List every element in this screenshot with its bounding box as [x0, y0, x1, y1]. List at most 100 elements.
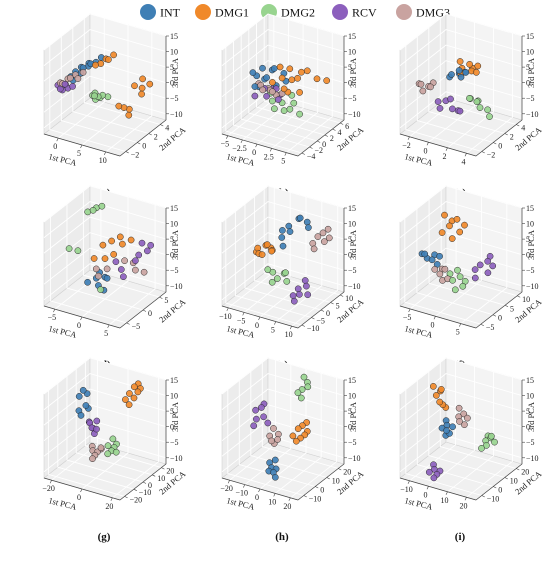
data-point — [147, 241, 155, 249]
x-tick-label: 20 — [283, 502, 291, 511]
panel-label: (g) — [98, 531, 111, 543]
y-tick-label: −4 — [307, 152, 316, 161]
data-point — [120, 273, 127, 281]
z-tick-label: −5 — [170, 266, 179, 275]
data-point — [274, 96, 282, 103]
data-point — [286, 65, 294, 73]
data-point — [101, 255, 109, 262]
x-tick-label: 20 — [105, 502, 113, 511]
gridline — [225, 219, 302, 326]
y-tick-label: −5 — [316, 317, 325, 326]
z-tick-label: −10 — [348, 282, 361, 291]
grid — [399, 13, 523, 154]
gridline — [221, 60, 345, 98]
y-tick-label: 20 — [343, 468, 351, 477]
legend-marker — [195, 4, 211, 20]
y-tick — [516, 124, 520, 127]
data-point — [462, 69, 470, 76]
y-axis-line — [475, 291, 523, 329]
gridline — [435, 196, 482, 317]
gridline — [405, 389, 482, 496]
gridline — [274, 373, 322, 494]
legend-marker — [396, 4, 412, 20]
data-point — [454, 266, 461, 274]
data-point — [144, 247, 151, 255]
gridline — [43, 216, 167, 254]
data-point — [249, 69, 257, 76]
x-tick-label: 5 — [77, 149, 81, 158]
data-point — [105, 56, 112, 63]
data-point — [279, 242, 287, 250]
z-tick-label: 0 — [348, 251, 352, 260]
gridline — [43, 44, 167, 82]
data-point — [104, 450, 112, 458]
z-tick-label: 5 — [526, 235, 530, 244]
data-point — [99, 241, 107, 249]
z-tick-label: 5 — [348, 407, 352, 416]
data-point — [456, 273, 464, 281]
z-tick-label: 0 — [348, 423, 352, 432]
data-point — [456, 228, 464, 236]
data-point — [430, 474, 438, 482]
gridline — [227, 389, 304, 496]
x-tick-label: 5 — [281, 157, 285, 166]
x-tick — [240, 139, 243, 144]
x-tick-label: 0 — [424, 490, 428, 499]
x-tick-label: 20 — [460, 501, 468, 510]
gridline — [221, 357, 345, 395]
y-tick — [125, 151, 129, 154]
data-point — [449, 276, 456, 284]
x-tick-label: 0 — [255, 493, 259, 502]
data-point — [428, 256, 436, 264]
data-point — [298, 68, 305, 76]
z-tick-label: −10 — [348, 454, 361, 463]
data-point — [135, 251, 143, 259]
data-point — [269, 97, 276, 105]
data-point — [437, 386, 445, 393]
z-tick-label: 15 — [526, 204, 534, 213]
z-tick-label: −10 — [526, 110, 539, 119]
data-point — [95, 272, 102, 280]
gridline — [57, 383, 134, 490]
gridline — [466, 33, 513, 154]
gridline — [83, 18, 161, 125]
z-axis-label: 3rd PCA — [348, 229, 358, 260]
data-point — [74, 247, 82, 255]
z-tick-label: −5 — [348, 94, 357, 103]
x-tick-label: −10 — [236, 489, 249, 498]
data-point — [461, 421, 468, 429]
z-tick-label: 10 — [170, 48, 178, 57]
y-tick — [517, 295, 521, 298]
x-tick-label: −20 — [42, 484, 55, 493]
data-point — [264, 266, 272, 273]
data-point — [457, 73, 465, 81]
data-point — [289, 432, 297, 440]
y-tick-label: −2 — [315, 146, 324, 155]
data-point — [305, 224, 312, 231]
data-point — [77, 412, 85, 419]
gridline — [43, 357, 167, 395]
y-tick-label: 10 — [510, 477, 518, 486]
data-point — [325, 234, 333, 242]
data-point — [82, 402, 90, 409]
x-tick-label: 10 — [441, 496, 449, 505]
legend-label: DMG1 — [215, 6, 249, 20]
data-point — [264, 419, 272, 427]
z-tick-label: 10 — [348, 48, 356, 57]
y-tick-label: 0 — [498, 314, 502, 323]
data-point — [258, 404, 265, 411]
data-point — [92, 265, 100, 273]
x-tick-label: 0 — [77, 493, 81, 502]
gridline — [428, 27, 505, 134]
data-point — [283, 278, 291, 285]
x-axis-label: 1st PCA — [48, 151, 79, 168]
x-axis-label: 1st PCA — [48, 495, 79, 512]
data-point — [286, 228, 294, 235]
z-tick-label: 0 — [170, 251, 174, 260]
z-axis-label: 3rd PCA — [348, 57, 358, 88]
